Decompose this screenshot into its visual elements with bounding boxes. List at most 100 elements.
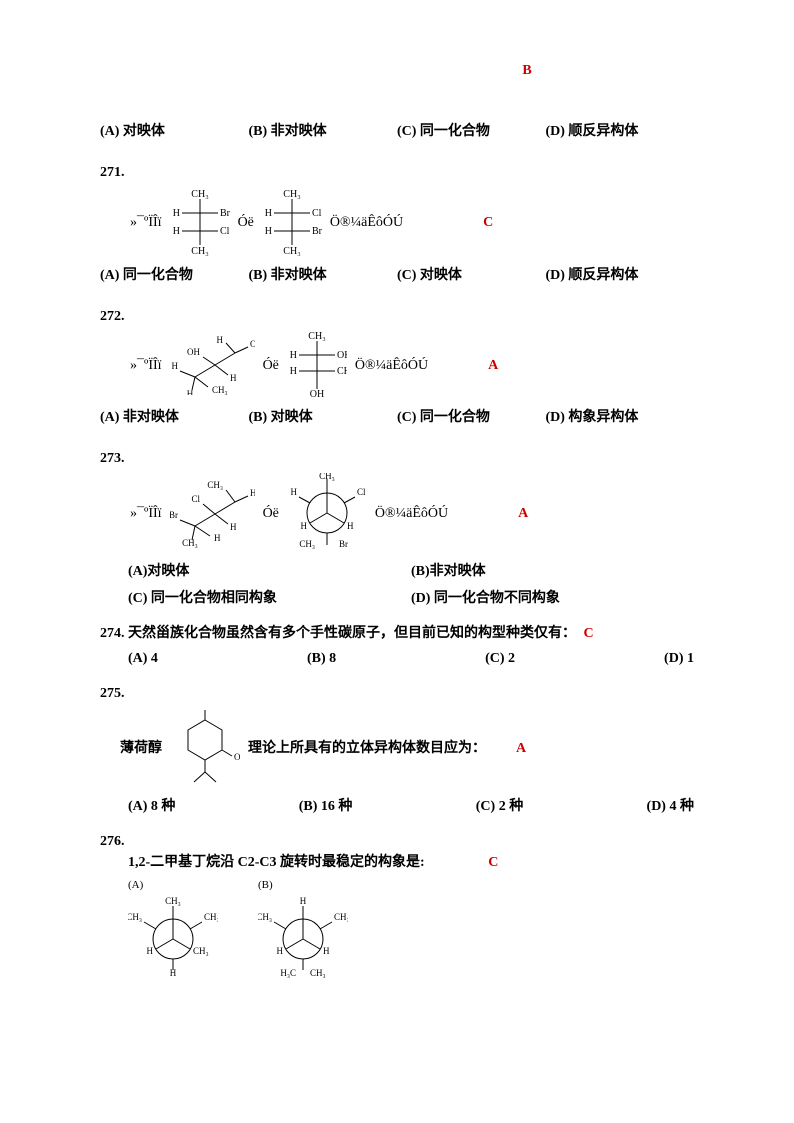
svg-text:H: H — [323, 946, 330, 956]
lab-b: (B) — [258, 877, 348, 894]
q276-num: 276. — [100, 831, 694, 852]
q272-suffix: Ö®¼äÊôÓÚ — [355, 355, 428, 376]
svg-text:H: H — [265, 208, 272, 219]
svg-text:H: H — [172, 226, 179, 237]
opt-c: (C) 2 — [485, 648, 515, 669]
q273-struct2: CH₃ H Cl H H Br CH₃ — [287, 473, 367, 553]
q273-num: 273. — [100, 448, 694, 469]
lab-a: (A) — [128, 877, 218, 894]
q271-suffix: Ö®¼äÊôÓÚ — [330, 212, 403, 233]
svg-text:H: H — [290, 350, 297, 361]
q275-row: 薄荷醇 OH 理论上所具有的立体异构体数目应为： A — [100, 708, 694, 788]
q275-text: 理论上所具有的立体异构体数目应为： — [248, 738, 486, 759]
opt-a: (A) 4 — [128, 648, 158, 669]
q271-num: 271. — [100, 162, 694, 183]
q274-text: 274. 天然甾族化合物虽然含有多个手性碳原子，但目前已知的构型种类仅有： C — [100, 623, 694, 644]
opt-b: (B) 8 — [307, 648, 336, 669]
svg-text:OH: OH — [234, 752, 240, 762]
q273-row: »¯ºÏÎï Br CH₃ H Cl H CH₃ H Óë — [100, 473, 694, 553]
svg-text:CH₃: CH₃ — [182, 538, 198, 548]
svg-text:CH₃: CH₃ — [283, 189, 300, 200]
q271-prefix: »¯ºÏÎï — [130, 212, 162, 233]
opt-b: (B) 非对映体 — [249, 121, 398, 142]
q271-options: (A) 同一化合物 (B) 非对映体 (C) 对映体 (D) 顺反异构体 — [100, 265, 694, 286]
opt-a: (A) 8 种 — [128, 796, 175, 817]
svg-text:OH: OH — [250, 339, 255, 349]
opt-a: (A) 非对映体 — [100, 407, 249, 428]
svg-text:CH₃: CH₃ — [204, 912, 218, 922]
q276-answer: C — [488, 855, 498, 870]
svg-text:Br: Br — [339, 539, 348, 549]
q272-struct1: H H CH₃ OH H H OH — [170, 335, 255, 395]
q272-options: (A) 非对映体 (B) 对映体 (C) 同一化合物 (D) 构象异构体 — [100, 407, 694, 428]
opt-d: (D) 顺反异构体 — [546, 265, 695, 286]
svg-text:Cl: Cl — [357, 487, 366, 497]
q273-struct1: Br CH₃ H Cl H CH₃ H — [170, 478, 255, 548]
svg-text:CH₃: CH₃ — [165, 896, 181, 906]
q276-text-row: 1,2-二甲基丁烷沿 C2-C3 旋转时最稳定的构象是: C — [128, 852, 694, 873]
opt-d: (D) 4 种 — [647, 796, 694, 817]
q273-suffix: Ö®¼äÊôÓÚ — [375, 503, 448, 524]
q276-text: 1,2-二甲基丁烷沿 C2-C3 旋转时最稳定的构象是: — [128, 855, 425, 870]
opt-b: (B) 非对映体 — [249, 265, 398, 286]
q272-and: Óë — [263, 355, 279, 376]
q273-prefix: »¯ºÏÎï — [130, 503, 162, 524]
svg-text:CH₃: CH₃ — [128, 912, 142, 922]
svg-text:OH: OH — [310, 389, 324, 399]
q273-and: Óë — [263, 503, 279, 524]
svg-text:H: H — [265, 226, 272, 237]
svg-text:Cl: Cl — [191, 494, 200, 504]
svg-text:CH₃: CH₃ — [308, 331, 325, 342]
svg-text:H: H — [230, 373, 237, 383]
q270-options: (A) 对映体 (B) 非对映体 (C) 同一化合物 (D) 顺反异构体 — [100, 121, 694, 142]
svg-text:H₃C: H₃C — [280, 968, 296, 978]
q275-num: 275. — [100, 683, 694, 704]
svg-text:H: H — [347, 521, 354, 531]
q275-struct: OH — [170, 708, 240, 788]
q271-and: Óë — [238, 212, 254, 233]
q272-num: 272. — [100, 306, 694, 327]
q276-structs: (A) CH₃ CH₃ CH₃ H CH₃ H (B) — [128, 877, 694, 979]
opt-a: (A)对映体 — [128, 561, 411, 582]
q273-opts-ab: (A)对映体 (B)非对映体 — [100, 561, 694, 582]
q272-row: »¯ºÏÎï H H CH₃ OH H H OH Óë CH₃ — [100, 331, 694, 399]
svg-text:H: H — [170, 968, 177, 978]
svg-text:Cl: Cl — [220, 226, 230, 237]
svg-text:CH₃: CH₃ — [258, 912, 272, 922]
q272-answer: A — [488, 355, 498, 376]
svg-text:H: H — [300, 896, 307, 906]
opt-c: (C) 同一化合物 — [397, 407, 546, 428]
svg-text:H: H — [290, 366, 297, 377]
q271-struct2: CH₃ H Cl H Br CH₃ — [262, 187, 322, 257]
opt-d: (D) 同一化合物不同构象 — [411, 588, 694, 609]
opt-b: (B)非对映体 — [411, 561, 694, 582]
svg-text:CH₃: CH₃ — [319, 473, 335, 481]
q271-answer: C — [483, 212, 493, 233]
svg-text:H: H — [277, 946, 284, 956]
svg-text:Cl: Cl — [312, 208, 322, 219]
svg-text:H: H — [186, 389, 193, 395]
svg-text:CH₃: CH₃ — [191, 246, 208, 257]
svg-text:H: H — [250, 488, 255, 498]
opt-d: (D) 1 — [664, 648, 694, 669]
svg-text:Br: Br — [170, 510, 178, 520]
opt-b: (B) 16 种 — [299, 796, 353, 817]
svg-text:H: H — [171, 361, 178, 371]
svg-text:Br: Br — [312, 226, 322, 237]
q276-b: (B) H CH₃ CH₃ H H H₃C CH₃ — [258, 877, 348, 979]
opt-a: (A) 对映体 — [100, 121, 249, 142]
q273-opts-cd: (C) 同一化合物相同构象 (D) 同一化合物不同构象 — [100, 588, 694, 609]
q274-question: 274. 天然甾族化合物虽然含有多个手性碳原子，但目前已知的构型种类仅有： — [100, 626, 576, 641]
svg-text:Br: Br — [220, 208, 230, 219]
svg-text:CH₃: CH₃ — [334, 912, 348, 922]
opt-d: (D) 顺反异构体 — [546, 121, 695, 142]
svg-text:CH₃: CH₃ — [283, 246, 300, 257]
q272-struct2: CH₃ H OH H CH₃ OH — [287, 331, 347, 399]
opt-a: (A) 同一化合物 — [100, 265, 249, 286]
q276-a: (A) CH₃ CH₃ CH₃ H CH₃ H — [128, 877, 218, 979]
svg-text:H: H — [216, 335, 223, 345]
svg-text:OH: OH — [187, 347, 200, 357]
q275-options: (A) 8 种 (B) 16 种 (C) 2 种 (D) 4 种 — [100, 796, 694, 817]
svg-text:H: H — [172, 208, 179, 219]
svg-text:CH₃: CH₃ — [212, 385, 228, 395]
